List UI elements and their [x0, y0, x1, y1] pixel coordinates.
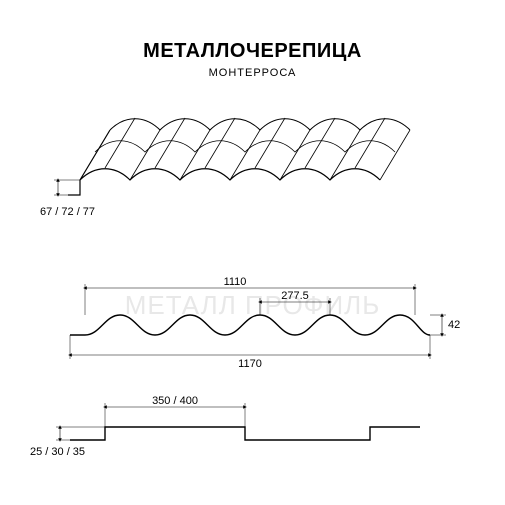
front-wave-edge — [80, 169, 380, 180]
dim-label-height-3d: 67 / 72 / 77 — [40, 206, 95, 218]
diagram-step-view: 350 / 400 25 / 30 / 35 — [50, 395, 450, 465]
dim-label-width-top: 1110 — [224, 276, 247, 288]
back-wave-edge — [110, 119, 410, 130]
profile-wave — [70, 315, 430, 335]
dim-label-width-bottom: 1170 — [238, 358, 262, 370]
dim-label-pitch: 277.5 — [281, 290, 309, 302]
page-title: МЕТАЛЛОЧЕРЕПИЦА — [0, 40, 505, 63]
dim-label-wave-height: 42 — [448, 319, 460, 331]
dim-label-step-length: 350 / 400 — [152, 395, 198, 407]
page-subtitle: МОНТЕРРОСА — [0, 67, 505, 79]
dim-label-step-height: 25 / 30 / 35 — [30, 446, 85, 458]
left-endcap — [68, 130, 110, 195]
step-profile-line — [70, 427, 420, 440]
diagram-3d-view: 67 / 72 / 77 — [50, 110, 450, 240]
diagram-profile-view: 1110 277.5 42 1170 — [50, 280, 450, 370]
